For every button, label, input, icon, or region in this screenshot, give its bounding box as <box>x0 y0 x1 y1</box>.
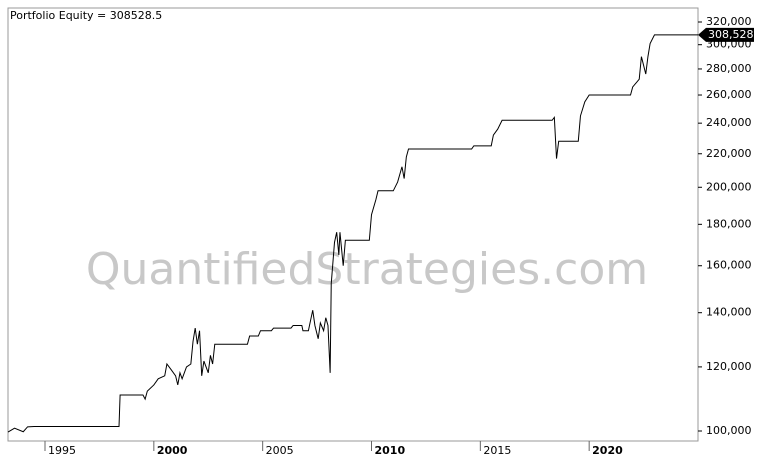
equity-line <box>7 34 698 433</box>
x-tick-label: 2005 <box>266 444 294 457</box>
end-value-badge: 308,528 <box>698 27 754 42</box>
end-value-label: 308,528 <box>708 28 754 41</box>
y-tick-label: 200,000 <box>706 180 752 193</box>
y-tick-label: 280,000 <box>706 62 752 75</box>
x-tick-label: 2000 <box>157 444 188 457</box>
y-tick-label: 220,000 <box>706 147 752 160</box>
plot-area <box>7 7 699 442</box>
y-tick-label: 240,000 <box>706 116 752 129</box>
x-tick-label: 2015 <box>483 444 511 457</box>
y-tick-label: 140,000 <box>706 306 752 319</box>
x-tick-label: 1995 <box>48 444 76 457</box>
x-tick-label: 2020 <box>592 444 623 457</box>
x-tick-label: 2010 <box>375 444 406 457</box>
y-tick-label: 100,000 <box>706 424 752 437</box>
end-value-marker <box>698 27 754 42</box>
y-tick-label: 320,000 <box>706 15 752 28</box>
chart-title: Portfolio Equity = 308528.5 <box>10 9 162 22</box>
y-tick-label: 260,000 <box>706 88 752 101</box>
y-tick-label: 120,000 <box>706 360 752 373</box>
y-tick-label: 180,000 <box>706 217 752 230</box>
watermark: QuantifiedStrategies.com <box>86 244 648 295</box>
y-tick-label: 160,000 <box>706 259 752 272</box>
